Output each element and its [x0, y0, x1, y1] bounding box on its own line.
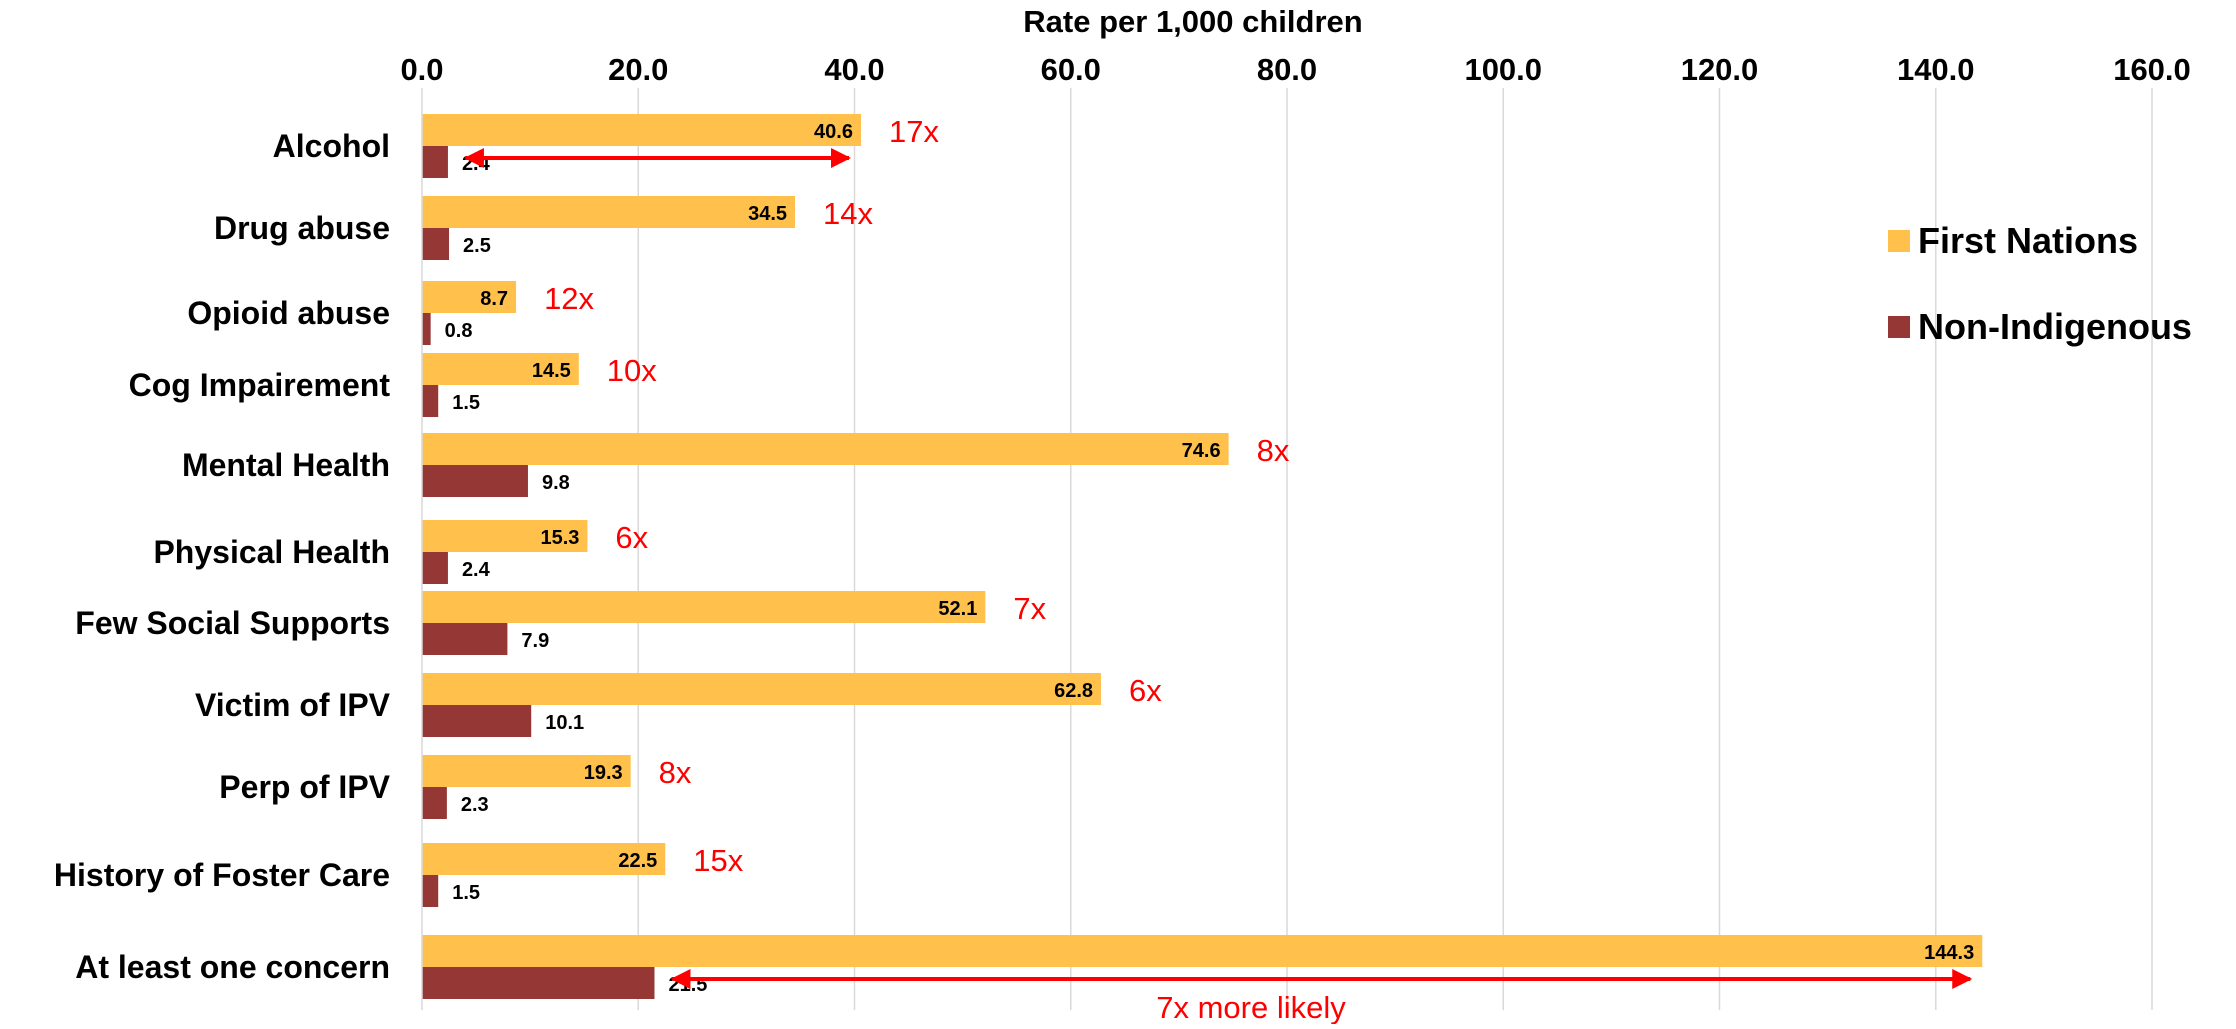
data-label-first-nations: 22.5 — [618, 850, 657, 872]
data-label-first-nations: 14.5 — [532, 360, 571, 382]
bars — [422, 114, 1983, 999]
bar-non-indigenous — [422, 385, 439, 417]
legend-label-first-nations: First Nations — [1918, 220, 2138, 261]
bar-non-indigenous — [422, 146, 448, 178]
data-label-non-indigenous: 2.4 — [462, 559, 491, 581]
data-label-first-nations: 74.6 — [1182, 440, 1221, 462]
data-label-non-indigenous: 2.5 — [463, 235, 491, 257]
bar-first-nations — [422, 114, 861, 146]
bar-non-indigenous — [422, 552, 448, 584]
data-label-non-indigenous: 9.8 — [542, 472, 570, 494]
category-label: Physical Health — [153, 534, 390, 570]
ratio-annotation: 10x — [607, 353, 657, 388]
data-label-non-indigenous: 2.3 — [461, 794, 489, 816]
category-label: Cog Impairement — [129, 367, 391, 403]
gridlines — [637, 88, 2153, 1010]
data-label-first-nations: 34.5 — [748, 203, 787, 225]
bottom-note: 7x more likely — [1156, 990, 1346, 1024]
legend-swatch-first-nations — [1888, 230, 1910, 252]
bar-first-nations — [422, 935, 1983, 967]
bar-non-indigenous — [422, 875, 439, 907]
bar-non-indigenous — [422, 967, 655, 999]
axes: Rate per 1,000 children 0.0 20.0 40.0 60.0 8… — [54, 4, 2191, 1010]
bar-first-nations — [422, 281, 517, 313]
ratio-annotation: 7x — [1013, 591, 1046, 626]
category-label: History of Foster Care — [54, 857, 390, 893]
data-label-non-indigenous: 7.9 — [521, 630, 549, 652]
category-label: Drug abuse — [214, 210, 390, 246]
ratio-annotation: 15x — [693, 843, 743, 878]
data-labels: 40.6 2.4 34.5 2.5 8.7 0.8 14.5 1.5 74.6 9.8 15.3 2.… — [445, 121, 1975, 996]
bar-first-nations — [422, 591, 986, 623]
ratio-annotation: 8x — [659, 755, 692, 790]
data-label-non-indigenous: 0.8 — [445, 320, 473, 342]
legend: First Nations Non-Indigenous — [1888, 220, 2192, 347]
data-label-non-indigenous: 1.5 — [452, 392, 480, 414]
x-tick-label: 120.0 — [1681, 52, 1759, 87]
category-label: Mental Health — [182, 447, 390, 483]
bar-non-indigenous — [422, 228, 450, 260]
bar-non-indigenous — [422, 623, 508, 655]
bar-non-indigenous — [422, 705, 532, 737]
x-tick-label: 20.0 — [608, 52, 668, 87]
bar-non-indigenous — [422, 787, 447, 819]
category-label: Alcohol — [273, 128, 390, 164]
x-tick-label: 0.0 — [400, 52, 443, 87]
ratio-annotation: 12x — [544, 281, 594, 316]
bar-first-nations — [422, 196, 796, 228]
x-tick-label: 100.0 — [1464, 52, 1542, 87]
data-label-first-nations: 52.1 — [938, 598, 977, 620]
bar-first-nations — [422, 433, 1229, 465]
category-label: Victim of IPV — [195, 687, 391, 723]
ratio-annotation: 14x — [823, 196, 873, 231]
data-label-non-indigenous: 10.1 — [545, 712, 584, 734]
bar-non-indigenous — [422, 465, 528, 497]
category-label: Perp of IPV — [219, 769, 390, 805]
data-label-first-nations: 144.3 — [1924, 942, 1974, 964]
x-axis-title: Rate per 1,000 children — [1023, 4, 1362, 39]
data-label-first-nations: 19.3 — [584, 762, 623, 784]
category-label: At least one concern — [75, 949, 390, 985]
bar-first-nations — [422, 843, 666, 875]
x-tick-label: 80.0 — [1257, 52, 1317, 87]
bar-first-nations — [422, 673, 1102, 705]
bar-first-nations — [422, 353, 579, 385]
bar-first-nations — [422, 520, 588, 552]
legend-swatch-non-indigenous — [1888, 316, 1910, 338]
ratio-annotation: 6x — [615, 520, 648, 555]
category-label: Opioid abuse — [187, 295, 390, 331]
x-tick-label: 60.0 — [1041, 52, 1101, 87]
x-tick-label: 40.0 — [824, 52, 884, 87]
bar-non-indigenous — [422, 313, 431, 345]
x-tick-label: 160.0 — [2113, 52, 2191, 87]
data-label-non-indigenous: 1.5 — [452, 882, 480, 904]
data-label-first-nations: 15.3 — [540, 527, 579, 549]
annotations: 7x more likely 17x 14x 12x 10x 8x 6x 7x 6x 8x 15x — [463, 114, 1973, 1025]
bar-first-nations — [422, 755, 631, 787]
category-label: Few Social Supports — [75, 605, 390, 641]
x-tick-label: 140.0 — [1897, 52, 1975, 87]
data-label-first-nations: 8.7 — [480, 288, 508, 310]
ratio-annotation: 17x — [889, 114, 939, 149]
ratio-annotation: 6x — [1129, 673, 1162, 708]
legend-label-non-indigenous: Non-Indigenous — [1918, 306, 2192, 347]
data-label-first-nations: 40.6 — [814, 121, 853, 143]
data-label-first-nations: 62.8 — [1054, 680, 1093, 702]
ratio-annotation: 8x — [1257, 433, 1290, 468]
